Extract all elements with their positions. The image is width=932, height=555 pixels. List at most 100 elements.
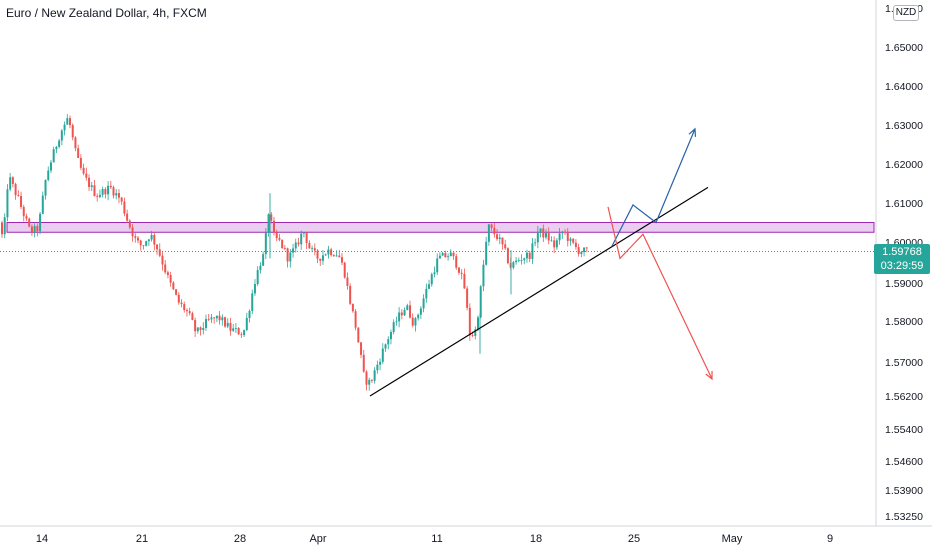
candle-body bbox=[569, 238, 572, 241]
candle-body bbox=[283, 248, 286, 249]
candle-body bbox=[400, 312, 403, 316]
candle-body bbox=[349, 285, 352, 304]
bearish-projection-path[interactable] bbox=[607, 206, 713, 380]
y-tick-label: 1.63000 bbox=[885, 120, 923, 132]
candle-body bbox=[528, 252, 531, 259]
candle-body bbox=[158, 249, 161, 256]
candle-body bbox=[362, 354, 365, 372]
candle-body bbox=[455, 256, 458, 268]
y-tick-label: 1.59000 bbox=[885, 278, 923, 290]
candle-body bbox=[463, 273, 466, 289]
candle-body bbox=[406, 305, 409, 310]
candle-body bbox=[531, 243, 534, 259]
candle-body bbox=[324, 254, 327, 256]
candle-body bbox=[1, 222, 3, 235]
candle-body bbox=[457, 267, 460, 273]
candle-body bbox=[240, 334, 243, 336]
candle-body bbox=[153, 234, 156, 245]
candle-body bbox=[365, 371, 368, 385]
candle-body bbox=[368, 379, 371, 385]
candle-body bbox=[185, 310, 188, 312]
candle-body bbox=[485, 241, 488, 265]
candle-body bbox=[313, 248, 316, 251]
x-tick-label: 25 bbox=[628, 533, 640, 545]
candle-body bbox=[60, 130, 63, 141]
candle-body bbox=[243, 330, 246, 335]
candle-body bbox=[474, 329, 477, 336]
candle-body bbox=[373, 370, 376, 381]
candle-body bbox=[142, 245, 145, 247]
candle-body bbox=[338, 255, 341, 258]
candle-body bbox=[534, 242, 537, 244]
y-tick-label: 1.61000 bbox=[885, 198, 923, 210]
bar-countdown: 03:29:59 bbox=[880, 260, 924, 272]
candle-body bbox=[58, 140, 61, 147]
candle-body bbox=[22, 206, 25, 217]
candle-body bbox=[267, 214, 270, 233]
currency-badge[interactable]: NZD bbox=[893, 5, 919, 21]
candle-body bbox=[55, 146, 58, 150]
candle-body bbox=[411, 317, 414, 326]
candle-body bbox=[292, 248, 295, 253]
candle-body bbox=[422, 298, 425, 309]
candle-body bbox=[156, 244, 159, 250]
candle-body bbox=[351, 303, 354, 312]
candle-body bbox=[302, 232, 305, 234]
resistance-zone[interactable] bbox=[6, 222, 875, 233]
candle-body bbox=[542, 228, 545, 238]
x-tick-label: 11 bbox=[431, 533, 442, 545]
candle-body bbox=[471, 335, 474, 337]
candle-body bbox=[417, 314, 420, 319]
current-price-label: 1.59768 03:29:59 bbox=[874, 244, 930, 274]
candle-body bbox=[88, 177, 91, 187]
candle-body bbox=[137, 237, 139, 241]
candle-body bbox=[28, 218, 31, 227]
candle-body bbox=[262, 254, 265, 266]
candle-body bbox=[403, 309, 406, 316]
bullish-projection-path[interactable] bbox=[611, 128, 696, 247]
candle-body bbox=[574, 242, 577, 248]
x-tick-label: 18 bbox=[530, 533, 542, 545]
candle-body bbox=[389, 332, 392, 340]
candle-body bbox=[572, 238, 575, 243]
candle-body bbox=[409, 305, 411, 318]
candle-body bbox=[479, 286, 482, 318]
candle-body bbox=[196, 327, 199, 332]
candle-body bbox=[506, 248, 509, 264]
candle-body bbox=[335, 255, 338, 257]
candle-body bbox=[117, 193, 120, 198]
candle-body bbox=[498, 237, 501, 240]
candle-body bbox=[234, 328, 237, 329]
support-trendline[interactable] bbox=[369, 186, 709, 397]
x-tick-label: 21 bbox=[136, 533, 148, 545]
candle-body bbox=[126, 213, 129, 221]
candle-body bbox=[452, 252, 455, 257]
candle-body bbox=[273, 220, 275, 233]
y-tick-label: 1.56200 bbox=[885, 391, 923, 403]
candle-body bbox=[96, 196, 99, 197]
candle-body bbox=[281, 239, 284, 249]
candle-body bbox=[330, 249, 333, 256]
candle-body bbox=[523, 258, 526, 261]
candle-body bbox=[332, 255, 335, 257]
candle-body bbox=[251, 293, 254, 311]
candle-body bbox=[30, 226, 33, 234]
candle-body bbox=[327, 249, 330, 255]
candle-body bbox=[215, 315, 218, 319]
candle-body bbox=[539, 228, 542, 232]
candle-body bbox=[98, 194, 101, 197]
candle-body bbox=[77, 148, 80, 158]
y-tick-label: 1.62000 bbox=[885, 159, 923, 171]
candle-body bbox=[392, 322, 395, 333]
candle-body bbox=[493, 227, 496, 235]
x-tick-label: Apr bbox=[309, 533, 326, 545]
candle-body bbox=[256, 270, 259, 285]
candle-body bbox=[547, 233, 550, 241]
candle-body bbox=[175, 289, 178, 295]
candle-body bbox=[20, 196, 23, 207]
candle-body bbox=[82, 167, 85, 174]
candle-body bbox=[109, 185, 112, 188]
candle-body bbox=[139, 240, 142, 246]
